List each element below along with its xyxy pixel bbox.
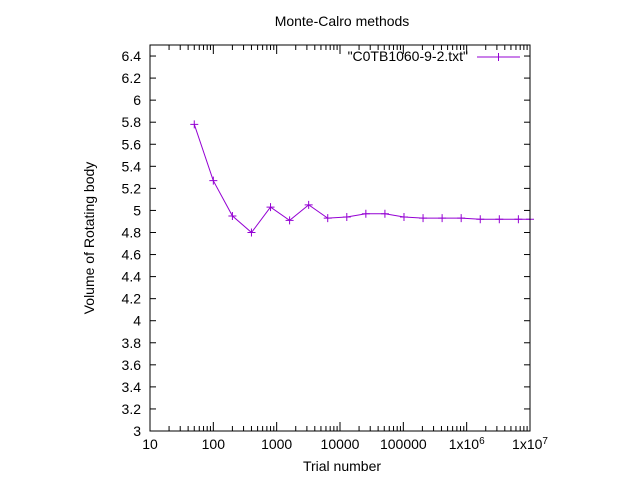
y-tick-label: 5.6: [122, 136, 142, 152]
plot-area: [190, 120, 534, 237]
y-tick-label: 4.6: [122, 247, 142, 263]
x-axis-label: Trial number: [303, 458, 381, 474]
y-tick-label: 4.4: [122, 269, 142, 285]
plot-frame: [149, 44, 531, 432]
data-point: [514, 215, 523, 224]
data-point: [285, 216, 294, 225]
y-tick-label: 3.6: [122, 357, 142, 373]
chart-title: Monte-Calro methods: [275, 13, 410, 29]
y-tick-label: 3.2: [122, 401, 142, 417]
data-point: [323, 214, 332, 223]
legend: "C0TB1060-9-2.txt": [348, 48, 520, 64]
data-point: [438, 214, 447, 223]
y-tick-label: 3.4: [122, 379, 142, 395]
y-tick-label: 5: [133, 202, 141, 218]
y-tick-label: 4: [133, 313, 141, 329]
y-tick-label: 4.2: [122, 291, 142, 307]
data-point: [457, 214, 466, 223]
y-tick-label: 3.8: [122, 335, 142, 351]
y-tick-label: 6.4: [122, 48, 142, 64]
data-point: [247, 228, 256, 237]
data-point: [361, 209, 370, 218]
y-tick-label: 3: [133, 423, 141, 439]
data-point: [419, 214, 428, 223]
x-tick-label: 1x107: [512, 436, 548, 452]
data-point: [209, 176, 218, 185]
data-point: [266, 203, 275, 212]
y-tick-label: 6.2: [122, 70, 142, 86]
data-point: [228, 211, 237, 220]
legend-marker: [494, 53, 503, 61]
y-tick-label: 5.4: [122, 158, 142, 174]
x-tick-label: 100: [202, 436, 226, 452]
data-point: [495, 215, 504, 224]
legend-label: "C0TB1060-9-2.txt": [348, 48, 468, 64]
y-tick-label: 5.8: [122, 114, 142, 130]
series-line: [193, 124, 530, 234]
x-tick-label: 1x106: [449, 436, 485, 452]
data-point: [380, 209, 389, 218]
y-tick-label: 6: [133, 92, 141, 108]
data-point: [190, 120, 199, 129]
x-tick-label: 10: [142, 436, 158, 452]
data-point: [476, 215, 485, 224]
x-tick-label: 100000: [380, 436, 427, 452]
data-point: [342, 213, 351, 222]
y-tick-label: 5.2: [122, 180, 142, 196]
x-tick-label: 1000: [261, 436, 292, 452]
data-point: [399, 213, 408, 222]
data-point: [304, 200, 313, 209]
axes: 3 3.2 3.4 3.6 3.8 4 4.2 4.4 4.6 4.8 5 5.2 5.4 5.6 5.8 6…: [122, 45, 548, 452]
y-axis-label: Volume of Rotating body: [81, 162, 97, 315]
y-tick-label: 4.8: [122, 224, 142, 240]
x-tick-label: 10000: [321, 436, 360, 452]
